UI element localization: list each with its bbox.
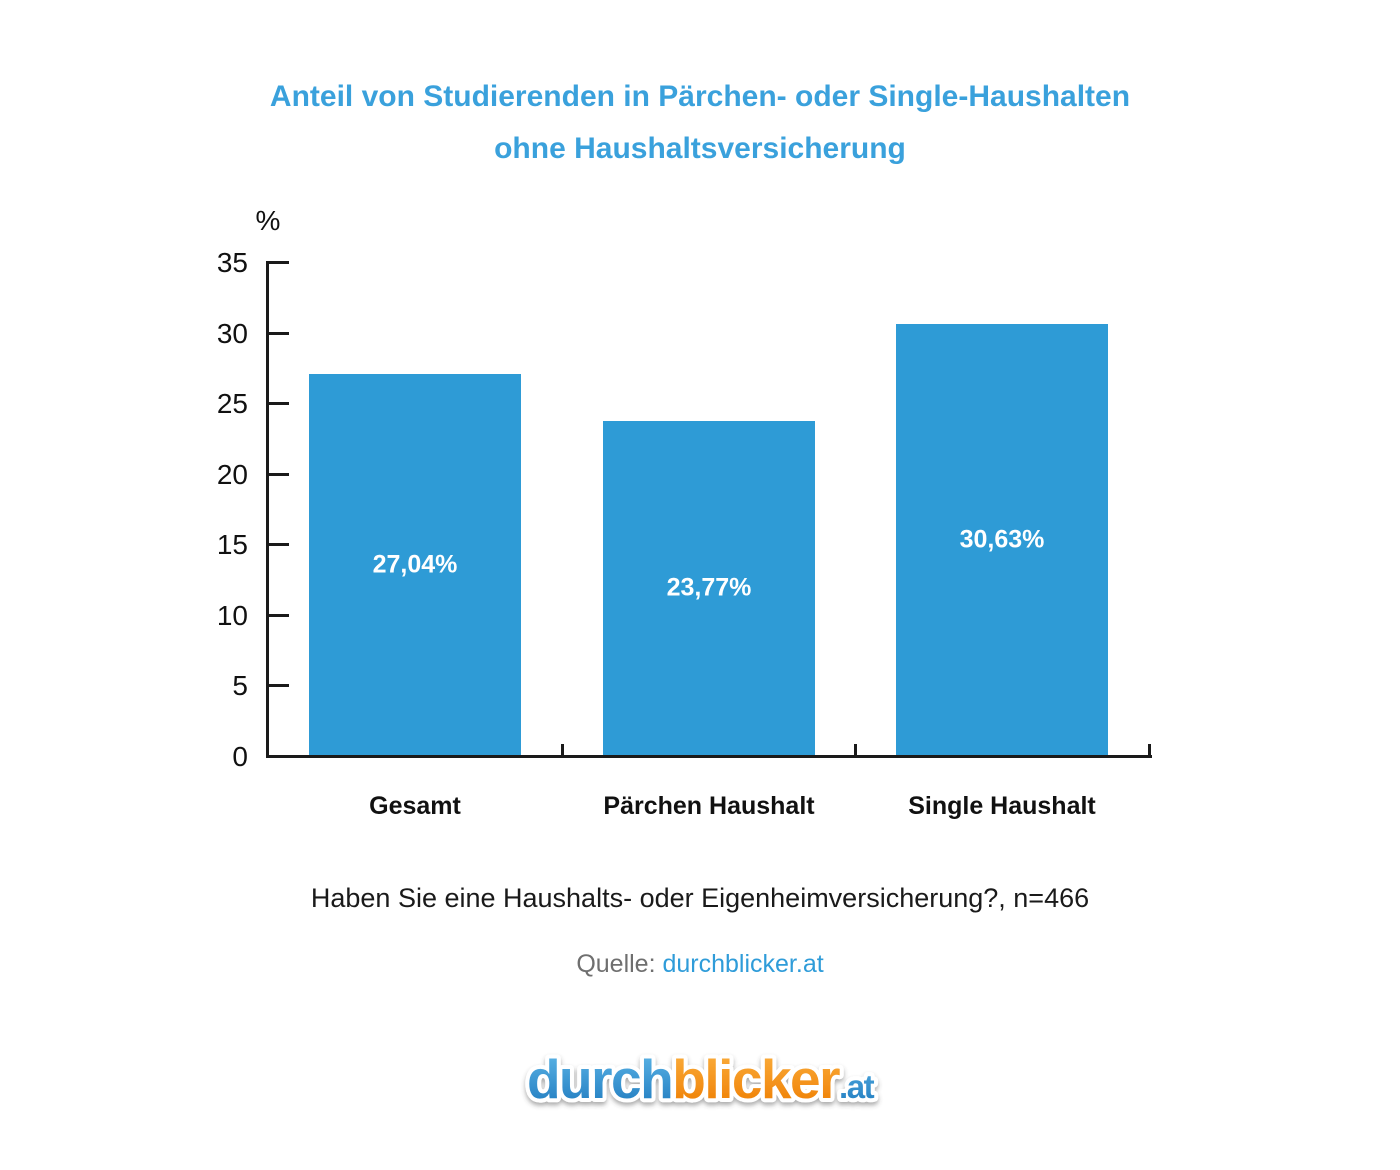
- chart-title: Anteil von Studierenden in Pärchen- oder…: [0, 71, 1400, 175]
- y-tick-label: 20: [216, 458, 248, 490]
- source-line: Quelle: durchblicker.at: [0, 950, 1400, 979]
- y-tick-mark: [269, 755, 289, 758]
- durchblicker-logo: durchblicker.at: [0, 1032, 1400, 1137]
- logo-suffix-at: .at: [839, 1068, 875, 1105]
- x-axis-end-tick: [1148, 744, 1151, 756]
- source-link[interactable]: durchblicker.at: [662, 950, 824, 978]
- bar-single-haushalt: 30,63%: [896, 323, 1108, 756]
- category-label-gesamt: Gesamt: [369, 792, 461, 820]
- logo-word-durch: durch: [527, 1048, 672, 1110]
- category-label-single-haushalt: Single Haushalt: [908, 792, 1096, 820]
- y-axis-unit-label: %: [255, 205, 281, 236]
- y-tick-mark: [269, 613, 289, 617]
- y-tick-label: 15: [216, 529, 248, 561]
- bar-value-label: 30,63%: [959, 525, 1045, 554]
- category-label-paerchen-haushalt: Pärchen Haushalt: [603, 792, 815, 820]
- logo-word-blicker: blicker: [672, 1048, 840, 1110]
- y-tick-label: 0: [232, 741, 248, 772]
- y-tick-mark: [269, 543, 289, 547]
- durchblicker-logo-svg: durchblicker.at: [523, 1044, 880, 1114]
- source-label: Quelle:: [576, 950, 656, 978]
- bar-value-label: 27,04%: [372, 550, 458, 579]
- x-axis-line: [266, 755, 1152, 758]
- y-tick-mark: [269, 331, 289, 335]
- chart-title-line1: Anteil von Studierenden in Pärchen- oder…: [269, 80, 1131, 113]
- svg-text:durchblicker.at: durchblicker.at: [527, 1048, 875, 1110]
- y-tick-mark: [269, 402, 289, 406]
- chart-title-line2: ohne Haushaltsversicherung: [494, 132, 906, 165]
- y-tick-mark: [269, 684, 289, 688]
- bar-gesamt: 27,04%: [309, 374, 521, 756]
- y-tick-mark: [269, 261, 289, 264]
- survey-question-caption: Haben Sie eine Haushalts- oder Eigenheim…: [310, 883, 1090, 913]
- y-axis-line: [266, 261, 269, 758]
- x-axis-separator-tick: [561, 744, 564, 756]
- y-tick-label: 10: [216, 599, 248, 631]
- x-axis-separator-tick: [854, 744, 857, 756]
- bar-paerchen-haushalt: 23,77%: [603, 420, 815, 756]
- bar-value-label: 23,77%: [666, 573, 752, 602]
- y-tick-mark: [269, 472, 289, 476]
- y-tick-label: 30: [216, 317, 248, 349]
- y-tick-label: 25: [216, 388, 248, 420]
- y-tick-label: 5: [232, 670, 248, 702]
- y-tick-label: 35: [216, 247, 248, 278]
